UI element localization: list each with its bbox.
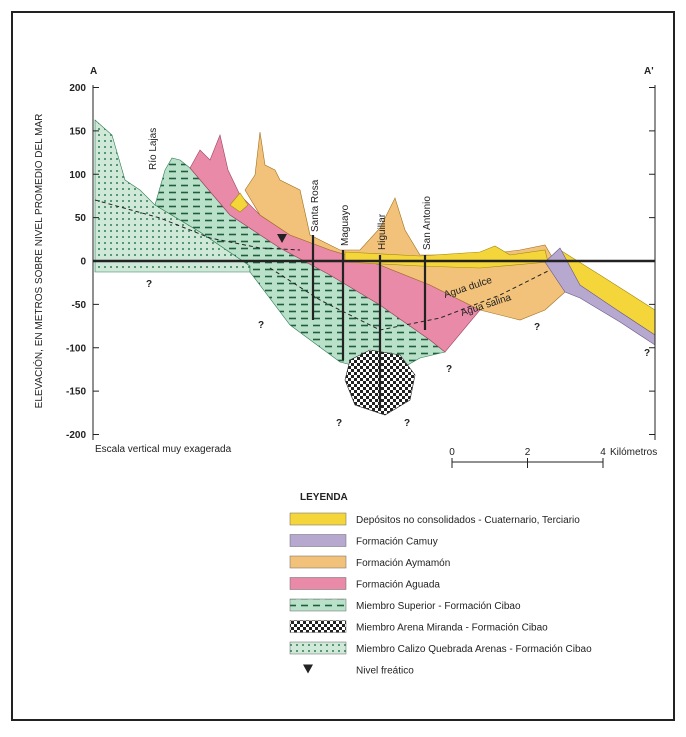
legend-swatch — [290, 621, 346, 633]
tick-label: -200 — [66, 430, 86, 441]
legend-label: Miembro Arena Miranda - Formación Cibao — [356, 623, 548, 634]
legend: Depósitos no consolidados - Cuaternario,… — [290, 513, 592, 677]
scale-label: 2 — [525, 447, 531, 458]
well-label: Río Lajas — [148, 128, 159, 170]
tick-label: 100 — [69, 170, 86, 181]
legend-label: Formación Camuy — [356, 537, 438, 548]
legend-label: Depósitos no consolidados - Cuaternario,… — [356, 515, 580, 526]
legend-swatch — [290, 578, 346, 590]
scale-label: 0 — [449, 447, 455, 458]
legend-swatch — [290, 513, 346, 525]
frame — [12, 12, 674, 720]
legend-label: Miembro Calizo Quebrada Arenas - Formaci… — [356, 644, 592, 655]
unknown: ? — [146, 279, 152, 290]
legend-label: Formación Aymamón — [356, 558, 450, 569]
scale-unit: Kilómetros — [610, 447, 657, 458]
unknown: ? — [534, 322, 540, 333]
tick-label: -150 — [66, 387, 86, 398]
unknown: ? — [644, 348, 650, 359]
unknown: ? — [404, 418, 410, 429]
section-end: A' — [644, 66, 654, 77]
well-label: Maguayo — [340, 204, 351, 246]
legend-label: Nivel freático — [356, 666, 414, 677]
tick-label: -50 — [72, 300, 87, 311]
tick-label: 150 — [69, 126, 86, 137]
note: Escala vertical muy exagerada — [95, 444, 232, 455]
legend-swatch — [290, 599, 346, 611]
tick-label: 50 — [75, 213, 87, 224]
legend-title: LEYENDA — [300, 492, 348, 503]
unknown: ? — [258, 320, 264, 331]
well-label: Higuillar — [377, 213, 388, 250]
unknown: ? — [336, 418, 342, 429]
legend-swatch — [290, 556, 346, 568]
well-label: Santa Rosa — [310, 179, 321, 232]
axis-label: ELEVACIÓN, EN METROS SOBRE NIVEL PROMEDI… — [32, 114, 45, 409]
section-start: A — [90, 66, 97, 77]
unknown: ? — [446, 364, 452, 375]
legend-symbol — [303, 665, 313, 674]
cross-section: 200 150 100 50 0 -50 -100 -150 -200 A A' ELEVACI… — [0, 0, 686, 732]
tick-label: -100 — [66, 343, 86, 354]
tick-label: 0 — [80, 257, 86, 268]
legend-label: Formación Aguada — [356, 580, 440, 591]
legend-swatch — [290, 535, 346, 547]
scale-label: 4 — [600, 447, 606, 458]
tick-label: 200 — [69, 83, 86, 94]
well-label: San Antonio — [422, 196, 433, 250]
legend-swatch — [290, 642, 346, 654]
scale-ticks: 0 2 4 — [449, 447, 606, 468]
legend-label: Miembro Superior - Formación Cibao — [356, 601, 521, 612]
